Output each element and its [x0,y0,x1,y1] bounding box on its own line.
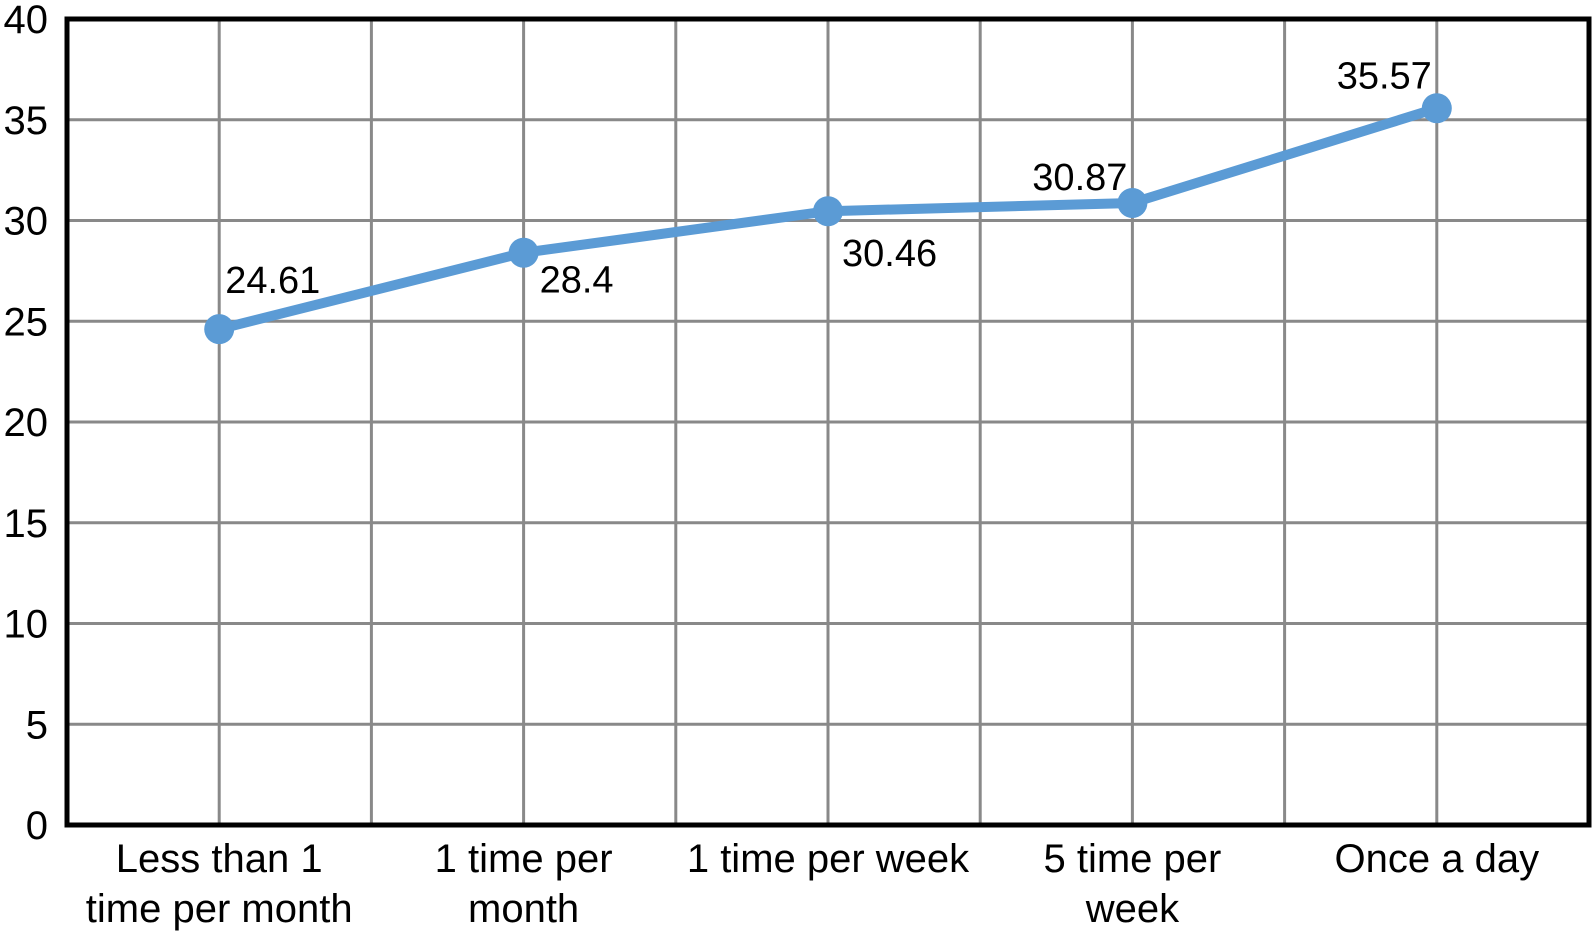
y-tick-label: 5 [26,703,48,747]
x-tick-label: Once a day [1335,837,1540,881]
x-tick-label: week [1085,887,1180,931]
data-point [813,196,843,227]
data-point-label: 30.46 [842,233,937,275]
y-tick-label: 25 [4,300,49,344]
y-tick-label: 30 [4,200,49,244]
y-tick-label: 10 [4,603,49,647]
x-tick-label: Less than 1 [116,837,323,881]
y-tick-label: 40 [4,0,49,42]
data-point [1421,93,1452,124]
plot-border [64,16,1592,828]
x-tick-label: month [468,887,579,931]
data-point-label: 35.57 [1337,55,1432,97]
x-tick-label: 1 time per [435,837,613,881]
y-tick-label: 20 [4,401,49,445]
data-point-label: 28.4 [540,260,614,302]
data-point [508,237,539,268]
y-tick-label: 35 [4,99,49,143]
data-point [1117,187,1148,218]
x-tick-label: 5 time per [1043,837,1221,881]
x-tick-label: time per month [86,887,353,931]
data-point [204,314,235,345]
y-tick-label: 15 [4,502,49,546]
data-point-label: 24.61 [225,260,320,302]
data-point-label: 30.87 [1032,157,1127,199]
y-tick-label: 0 [26,804,48,848]
x-tick-label: 1 time per week [687,837,970,881]
